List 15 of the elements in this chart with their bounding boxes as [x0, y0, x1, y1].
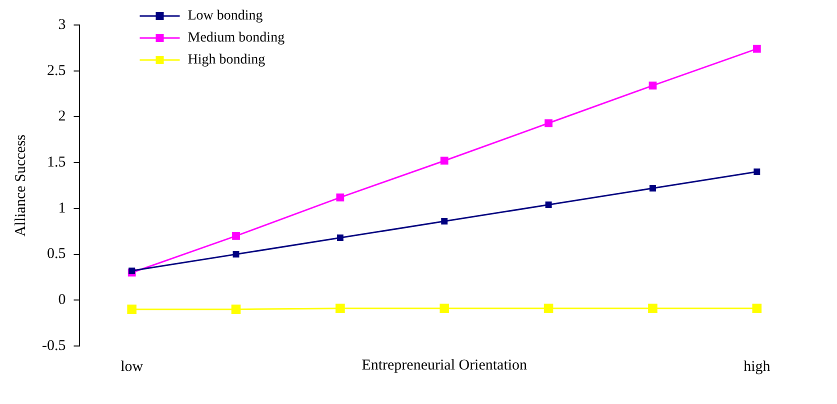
x-tick-label: high: [744, 358, 771, 375]
y-tick-label: 0.5: [46, 246, 66, 262]
y-tick-label: 0: [58, 292, 66, 308]
y-tick-label: 2.5: [46, 62, 66, 79]
y-axis-title: Alliance Success: [12, 134, 29, 237]
y-tick-label: -0.5: [42, 338, 66, 354]
legend-label: Low bonding: [188, 8, 263, 24]
x-tick-label: low: [120, 358, 144, 375]
y-tick-label: 1.5: [46, 154, 66, 171]
y-tick-label: 2: [58, 108, 66, 125]
legend-label: Medium bonding: [188, 30, 285, 46]
legend-label: High bonding: [188, 52, 266, 68]
x-axis-title: Entrepreneurial Orientation: [362, 357, 528, 374]
y-tick-label: 3: [58, 16, 66, 33]
y-tick-label: 1: [58, 200, 66, 216]
